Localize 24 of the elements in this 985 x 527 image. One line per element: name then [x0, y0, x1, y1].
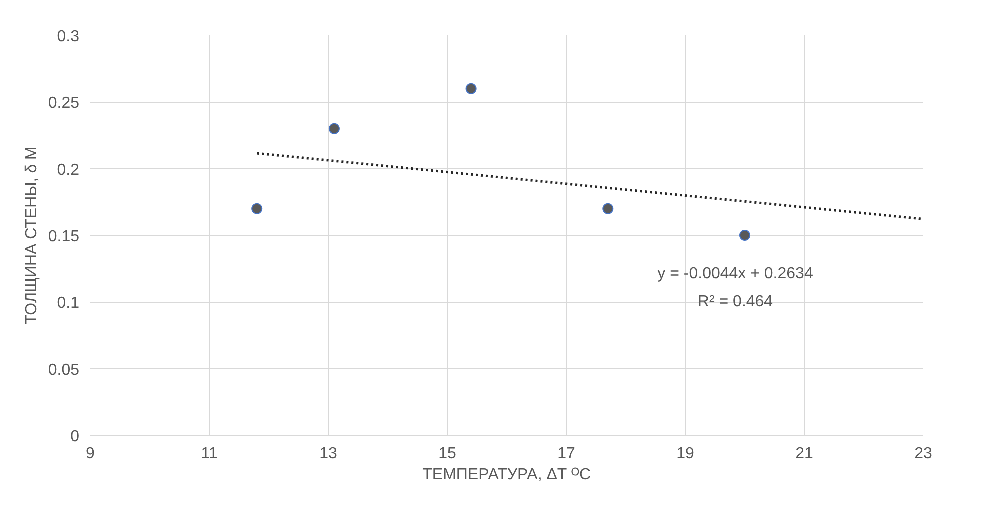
x-tick-label: 23	[914, 446, 932, 462]
annotation: y = -0.0044x + 0.2634	[658, 266, 814, 282]
x-tick-label: 13	[320, 446, 338, 462]
y-tick-label: 0.05	[48, 362, 80, 379]
y-tick-label: 0.3	[57, 28, 80, 46]
x-tick-label: 19	[676, 446, 694, 462]
y-tick-label: 0.25	[48, 95, 80, 112]
point	[466, 83, 477, 94]
y-tick-label: 0.2	[57, 162, 80, 179]
point	[252, 203, 263, 214]
y-tick-label: 0.15	[48, 228, 80, 246]
x-tick-label: 17	[558, 446, 576, 462]
x-tick-label: 21	[796, 446, 814, 462]
y-tick-label: 0	[70, 428, 80, 446]
x-tick-label: 11	[201, 446, 218, 462]
x-tick-label: 9	[86, 446, 96, 462]
point	[328, 123, 340, 134]
point	[602, 203, 614, 214]
annotation: R² = 0.464	[698, 294, 774, 310]
y-tick-label: 0.1	[57, 295, 80, 312]
y-axis-title: ТОЛЩИНА СТЕНЫ, δ М	[23, 146, 40, 324]
x-axis-title: ТЕМПЕРАТУРА, ΔT ᴼC	[422, 466, 592, 484]
point	[740, 230, 750, 241]
x-tick-label: 15	[438, 446, 456, 462]
